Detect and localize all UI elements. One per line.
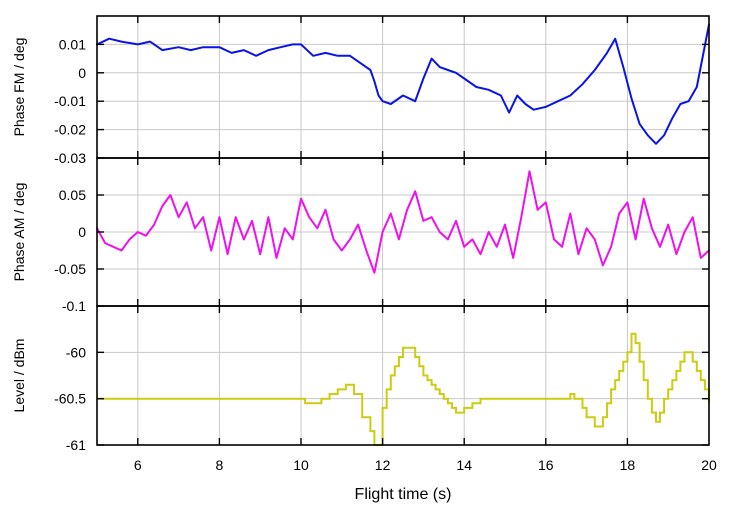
x-tick-label: 18 [620, 457, 636, 473]
y-tick-label: 0 [78, 65, 86, 81]
y-tick-label: -60.5 [54, 391, 86, 407]
y-tick-label: -0.1 [62, 298, 86, 314]
x-tick-label: 12 [375, 457, 391, 473]
y-axis-label: Phase AM / deg [11, 183, 27, 282]
y-tick-label: -61 [66, 437, 86, 453]
trace-layer [96, 23, 710, 446]
grid-layer [97, 16, 709, 445]
level-step-trace [97, 332, 710, 446]
x-tick-label: 6 [134, 457, 142, 473]
y-tick-label: 0.01 [59, 36, 86, 52]
y-tick-label: -60 [66, 344, 86, 360]
y-tick-label: 0.05 [59, 187, 86, 203]
y-tick-label: -0.01 [54, 93, 86, 109]
panel-frame [96, 15, 710, 159]
phase-fm-trace [96, 23, 710, 145]
frame-layer [96, 15, 710, 446]
x-tick-label: 8 [216, 457, 224, 473]
x-tick-label: 10 [293, 457, 309, 473]
x-axis-label: Flight time (s) [355, 486, 452, 503]
y-tick-label: 0 [78, 224, 86, 240]
phase-am-trace [96, 170, 710, 274]
x-tick-label: 16 [538, 457, 554, 473]
x-tick-label: 14 [456, 457, 472, 473]
y-tick-label: -0.03 [54, 150, 86, 166]
y-axis-label: Level / dBm [11, 339, 27, 413]
label-layer: 0.01 0 -0.01 -0.02 -0.03 Phase FM / deg 0.05 0 -… [11, 36, 717, 473]
y-axis-label: Phase FM / deg [11, 38, 27, 137]
y-tick-label: -0.05 [54, 261, 86, 277]
panel-frame [96, 305, 710, 446]
y-tick-label: -0.02 [54, 122, 86, 138]
x-tick-label: 20 [701, 457, 717, 473]
